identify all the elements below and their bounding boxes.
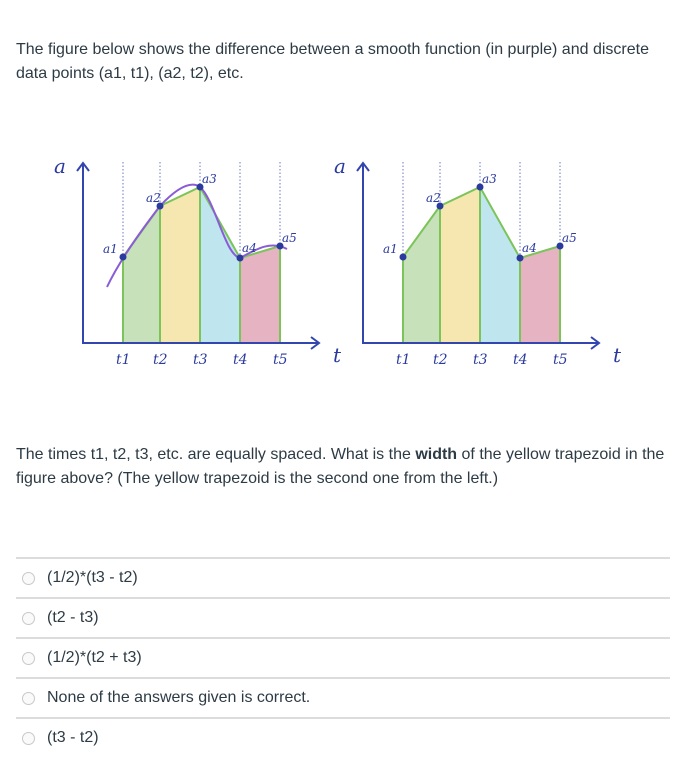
point-label: a1 [383, 242, 398, 256]
answer-options: (1/2)*(t3 - t2) (t2 - t3) (1/2)*(t2 + t3… [16, 557, 670, 757]
x-axis-arrow [310, 336, 321, 350]
x-axis-arrow [590, 336, 601, 350]
point-label: a2 [146, 191, 161, 205]
radio-button[interactable] [22, 691, 35, 705]
point-label: a4 [242, 241, 257, 255]
time-label: t3 [473, 352, 488, 368]
x-axis-label: t [333, 343, 342, 367]
question-bold: width [415, 446, 458, 463]
y-axis-label: a [334, 154, 346, 178]
radio-button[interactable] [22, 651, 35, 665]
radio-button[interactable] [22, 571, 35, 585]
trapezoid-figure: a t a1 t1 a2 t2 a3 t3 a4 t4 a5 t5 a t a1 t1 a2 t2 a3 t3 a4 t4… [54, 154, 622, 368]
intro-text: The figure below shows the difference be… [16, 41, 649, 82]
data-point [276, 242, 284, 250]
x-axis-label: t [613, 343, 622, 367]
option-label: (1/2)*(t3 - t2) [47, 569, 138, 586]
time-label: t1 [116, 352, 131, 368]
trapezoid-4 [519, 244, 561, 344]
trapezoid-1 [122, 202, 161, 344]
option-label: (t2 - t3) [47, 609, 99, 626]
axes [362, 164, 598, 344]
data-point [156, 202, 164, 210]
time-label: t5 [553, 352, 568, 368]
data-point [516, 254, 524, 262]
data-point [119, 253, 127, 261]
data-point [236, 254, 244, 262]
option-label: (1/2)*(t2 + t3) [47, 649, 142, 666]
option-5[interactable]: (t3 - t2) [16, 717, 670, 757]
time-label: t4 [513, 352, 528, 368]
option-2[interactable]: (t2 - t3) [16, 597, 670, 637]
data-point [476, 183, 484, 191]
y-axis-label: a [54, 154, 66, 178]
y-axis-arrow [356, 161, 370, 172]
trapezoid-2 [159, 185, 201, 344]
time-label: t3 [193, 352, 208, 368]
question-part: of the yellow trapezoid in the figure ab… [16, 446, 665, 487]
question-text: The times t1, t2, t3, etc. are equally s… [16, 443, 666, 491]
y-axis-arrow [76, 161, 90, 172]
option-1[interactable]: (1/2)*(t3 - t2) [16, 557, 670, 597]
data-point [436, 202, 444, 210]
data-point [556, 242, 564, 250]
radio-button[interactable] [22, 611, 35, 625]
trapezoid-1 [402, 202, 441, 344]
time-label: t5 [273, 352, 288, 368]
option-label: (t3 - t2) [47, 729, 99, 746]
option-label: None of the answers given is correct. [47, 689, 311, 706]
trapezoid-3 [199, 183, 241, 344]
data-point [399, 253, 407, 261]
radio-button[interactable] [22, 731, 35, 745]
time-label: t4 [233, 352, 248, 368]
point-label: a5 [562, 231, 577, 245]
option-3[interactable]: (1/2)*(t2 + t3) [16, 637, 670, 677]
trapezoid-4 [239, 244, 281, 344]
option-4[interactable]: None of the answers given is correct. [16, 677, 670, 717]
time-label: t2 [433, 352, 448, 368]
point-label: a3 [482, 172, 497, 186]
time-label: t1 [396, 352, 411, 368]
data-point [196, 183, 204, 191]
point-label: a5 [282, 231, 297, 245]
trapezoid-3 [479, 183, 521, 344]
question-part: The times t1, t2, t3, etc. are equally s… [16, 446, 416, 463]
point-label: a1 [103, 242, 118, 256]
time-label: t2 [153, 352, 168, 368]
axes [82, 164, 318, 344]
trapezoid-2 [439, 185, 481, 344]
point-label: a2 [426, 191, 441, 205]
point-label: a3 [202, 172, 217, 186]
point-label: a4 [522, 241, 537, 255]
